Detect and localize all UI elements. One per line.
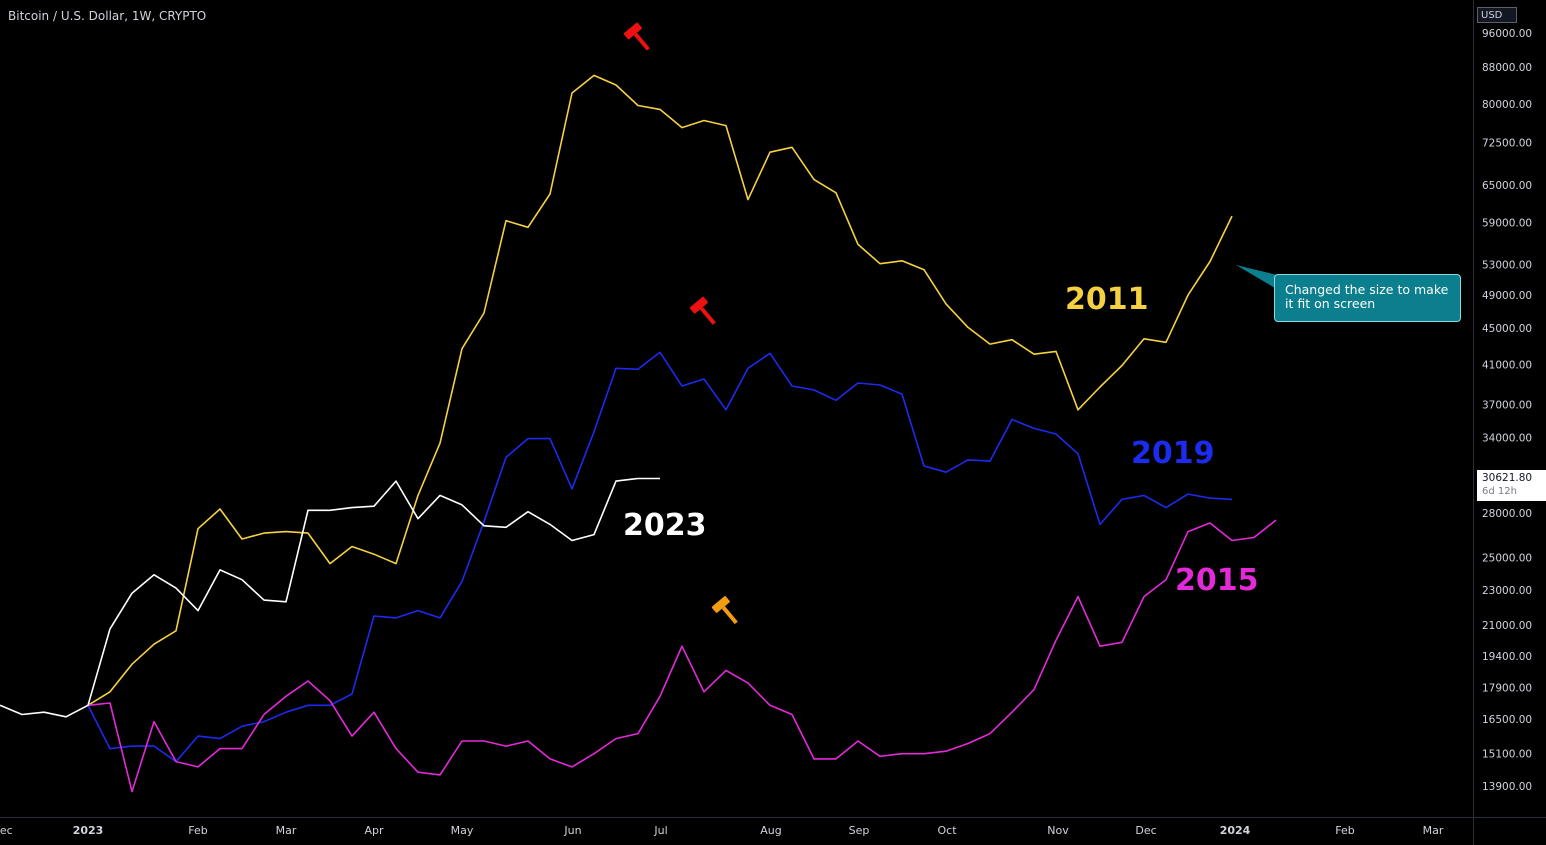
series-line-2015[interactable]	[87, 519, 1277, 793]
last-price-label: 30621.80 6d 12h	[1477, 470, 1546, 501]
y-tick-label: 45000.00	[1482, 323, 1532, 335]
gavel-handle	[699, 306, 716, 325]
series-line-2019[interactable]	[87, 351, 1233, 763]
y-tick-label: 17900.00	[1482, 682, 1532, 694]
series-line-2011[interactable]	[87, 74, 1233, 706]
gavel-icon	[711, 596, 738, 625]
x-tick-label: Dec	[0, 824, 13, 837]
x-tick-label: Mar	[276, 824, 297, 837]
y-tick-label: 72500.00	[1482, 137, 1532, 149]
x-tick-label: Jun	[563, 824, 581, 837]
x-tick-label: Mar	[1423, 824, 1444, 837]
y-tick-label: 96000.00	[1482, 28, 1532, 40]
x-tick-label: Oct	[937, 824, 957, 837]
series-layer	[0, 74, 1277, 793]
x-tick-label: Feb	[1335, 824, 1354, 837]
time-scale[interactable]: Dec 2023 Feb Mar Apr May Jun Jul Aug Sep Oct Nov Dec…	[0, 824, 1444, 837]
y-tick-label: 34000.00	[1482, 432, 1532, 444]
x-tick-label: Nov	[1047, 824, 1069, 837]
x-tick-label: May	[451, 824, 474, 837]
x-tick-label: Feb	[188, 824, 207, 837]
x-tick-label: Dec	[1135, 824, 1156, 837]
y-tick-label: 53000.00	[1482, 259, 1532, 271]
series-line-2023[interactable]	[0, 477, 660, 718]
gavel-head	[623, 22, 642, 40]
gavel-icon	[689, 296, 716, 325]
y-tick-label: 28000.00	[1482, 508, 1532, 520]
y-tick-label: 23000.00	[1482, 585, 1532, 597]
x-tick-label: Sep	[849, 824, 870, 837]
y-tick-label: 19400.00	[1482, 651, 1532, 663]
y-tick-label: 80000.00	[1482, 99, 1532, 111]
x-tick-label: 2024	[1220, 824, 1251, 837]
callout-pointer	[1236, 265, 1281, 288]
y-tick-label: 59000.00	[1482, 218, 1532, 230]
symbol-title[interactable]: Bitcoin / U.S. Dollar, 1W, CRYPTO	[8, 9, 207, 23]
currency-badge[interactable]: USD	[1477, 7, 1517, 23]
bar-countdown: 6d 12h	[1482, 486, 1517, 497]
markers-layer	[623, 22, 738, 625]
callout-note[interactable]: Changed the size to make it fit on scree…	[1274, 274, 1461, 322]
x-tick-label: Aug	[760, 824, 781, 837]
gavel-icon	[623, 22, 650, 51]
y-tick-label: 16500.00	[1482, 714, 1532, 726]
gavel-handle	[633, 32, 650, 51]
last-price-value: 30621.80	[1482, 472, 1533, 484]
label-2023: 2023	[623, 508, 707, 543]
gavel-head	[689, 296, 708, 314]
y-tick-label: 15100.00	[1482, 749, 1532, 761]
y-tick-label: 13900.00	[1482, 781, 1532, 793]
label-2015: 2015	[1175, 563, 1259, 598]
y-tick-label: 65000.00	[1482, 180, 1532, 192]
label-2019: 2019	[1131, 436, 1215, 471]
y-tick-label: 41000.00	[1482, 360, 1532, 372]
y-tick-label: 21000.00	[1482, 620, 1532, 632]
x-tick-label: Apr	[364, 824, 384, 837]
gavel-handle	[721, 606, 738, 625]
y-tick-label: 49000.00	[1482, 290, 1532, 302]
gavel-head	[711, 596, 730, 613]
x-tick-label: 2023	[73, 824, 104, 837]
y-tick-label: 25000.00	[1482, 552, 1532, 564]
y-tick-label: 37000.00	[1482, 400, 1532, 412]
y-tick-label: 88000.00	[1482, 62, 1532, 74]
label-2011: 2011	[1065, 282, 1149, 317]
price-scale[interactable]: 96000.00 88000.00 80000.00 72500.00 65000.00…	[1482, 28, 1532, 793]
x-tick-label: Jul	[653, 824, 667, 837]
